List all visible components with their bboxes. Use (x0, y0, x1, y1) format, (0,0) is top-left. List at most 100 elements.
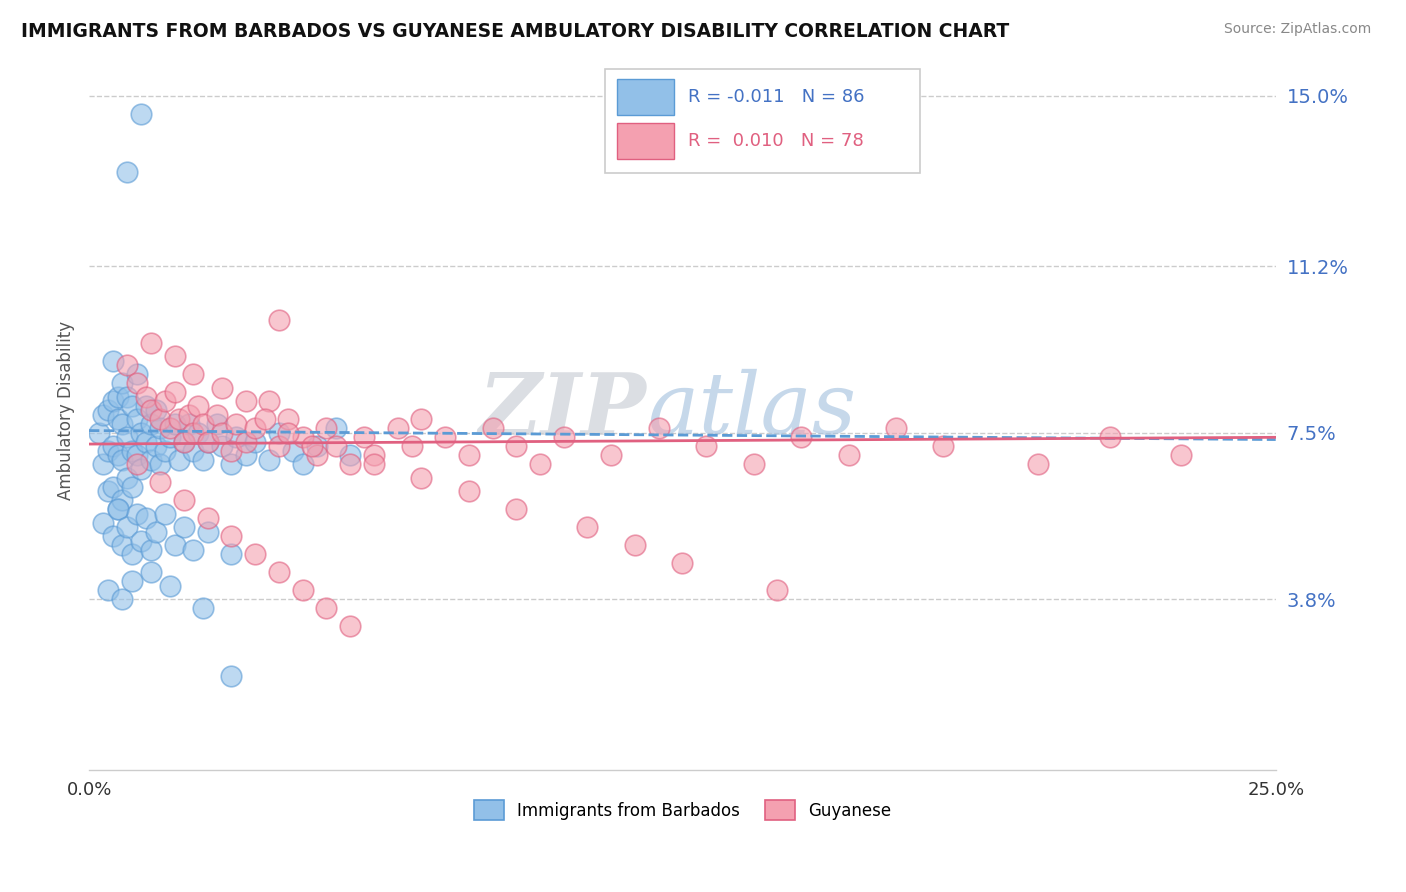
Point (139, 417, 162, 431)
Point (505, 502, 527, 516)
Point (197, 524, 219, 539)
Point (600, 448, 623, 462)
Point (107, 502, 129, 516)
Point (481, 421, 503, 435)
Point (267, 565, 290, 579)
FancyBboxPatch shape (605, 69, 920, 173)
Point (305, 448, 328, 462)
Point (139, 565, 162, 579)
Point (225, 417, 247, 431)
Point (339, 448, 361, 462)
Point (153, 394, 176, 409)
Point (177, 408, 200, 422)
Point (139, 335, 162, 350)
Point (145, 439, 167, 453)
Text: Source: ZipAtlas.com: Source: ZipAtlas.com (1223, 22, 1371, 37)
Point (111, 592, 134, 607)
Point (884, 421, 907, 435)
Point (221, 443, 243, 458)
Point (115, 165, 138, 179)
Point (647, 421, 669, 435)
Point (197, 434, 219, 449)
Text: atlas: atlas (647, 369, 856, 451)
Point (97, 403, 120, 417)
Point (121, 547, 143, 561)
Point (121, 480, 143, 494)
Point (267, 313, 290, 327)
FancyBboxPatch shape (617, 122, 673, 159)
Point (187, 425, 209, 440)
Point (205, 417, 228, 431)
Point (301, 439, 323, 453)
Point (145, 524, 167, 539)
Point (111, 417, 134, 431)
Point (125, 448, 148, 462)
Point (153, 507, 176, 521)
Point (91, 458, 114, 472)
Point (149, 412, 172, 426)
Point (259, 452, 281, 467)
Text: R =  0.010   N = 78: R = 0.010 N = 78 (689, 132, 865, 150)
Point (139, 452, 162, 467)
Text: R = -0.011   N = 86: R = -0.011 N = 86 (689, 88, 865, 106)
Point (837, 448, 859, 462)
Text: ZIP: ZIP (479, 368, 647, 452)
Point (267, 439, 290, 453)
Point (125, 368, 148, 382)
Point (325, 439, 347, 453)
Point (221, 668, 243, 682)
Point (221, 547, 243, 561)
Point (197, 434, 219, 449)
Point (177, 417, 200, 431)
Point (153, 443, 176, 458)
Point (159, 579, 181, 593)
Point (129, 425, 152, 440)
Point (267, 425, 290, 440)
Point (121, 574, 143, 589)
Point (576, 520, 599, 534)
Point (505, 439, 527, 453)
Point (553, 430, 575, 444)
Point (411, 471, 433, 485)
Point (139, 542, 162, 557)
Point (163, 538, 186, 552)
Point (235, 448, 257, 462)
Point (411, 412, 433, 426)
Point (139, 403, 162, 417)
Point (149, 475, 172, 490)
Point (115, 359, 138, 373)
Point (111, 493, 134, 508)
Point (115, 430, 138, 444)
Point (163, 385, 186, 400)
Point (87, 425, 110, 440)
Point (695, 439, 717, 453)
Point (91, 408, 114, 422)
Point (115, 520, 138, 534)
Point (277, 412, 299, 426)
Point (135, 434, 157, 449)
Point (107, 448, 129, 462)
Point (235, 394, 257, 409)
Legend: Immigrants from Barbados, Guyanese: Immigrants from Barbados, Guyanese (467, 794, 898, 826)
Point (387, 421, 409, 435)
Point (259, 394, 281, 409)
Point (173, 434, 195, 449)
Point (173, 493, 195, 508)
Point (245, 421, 267, 435)
Point (183, 425, 205, 440)
Point (97, 484, 120, 499)
Point (325, 421, 347, 435)
Point (159, 430, 181, 444)
Point (205, 408, 228, 422)
Point (191, 452, 214, 467)
Point (315, 421, 337, 435)
Point (191, 417, 214, 431)
Point (790, 430, 813, 444)
Point (211, 439, 233, 453)
Point (115, 471, 138, 485)
Point (97, 443, 120, 458)
Point (283, 443, 305, 458)
Point (211, 425, 233, 440)
Point (1028, 458, 1050, 472)
Point (125, 507, 148, 521)
